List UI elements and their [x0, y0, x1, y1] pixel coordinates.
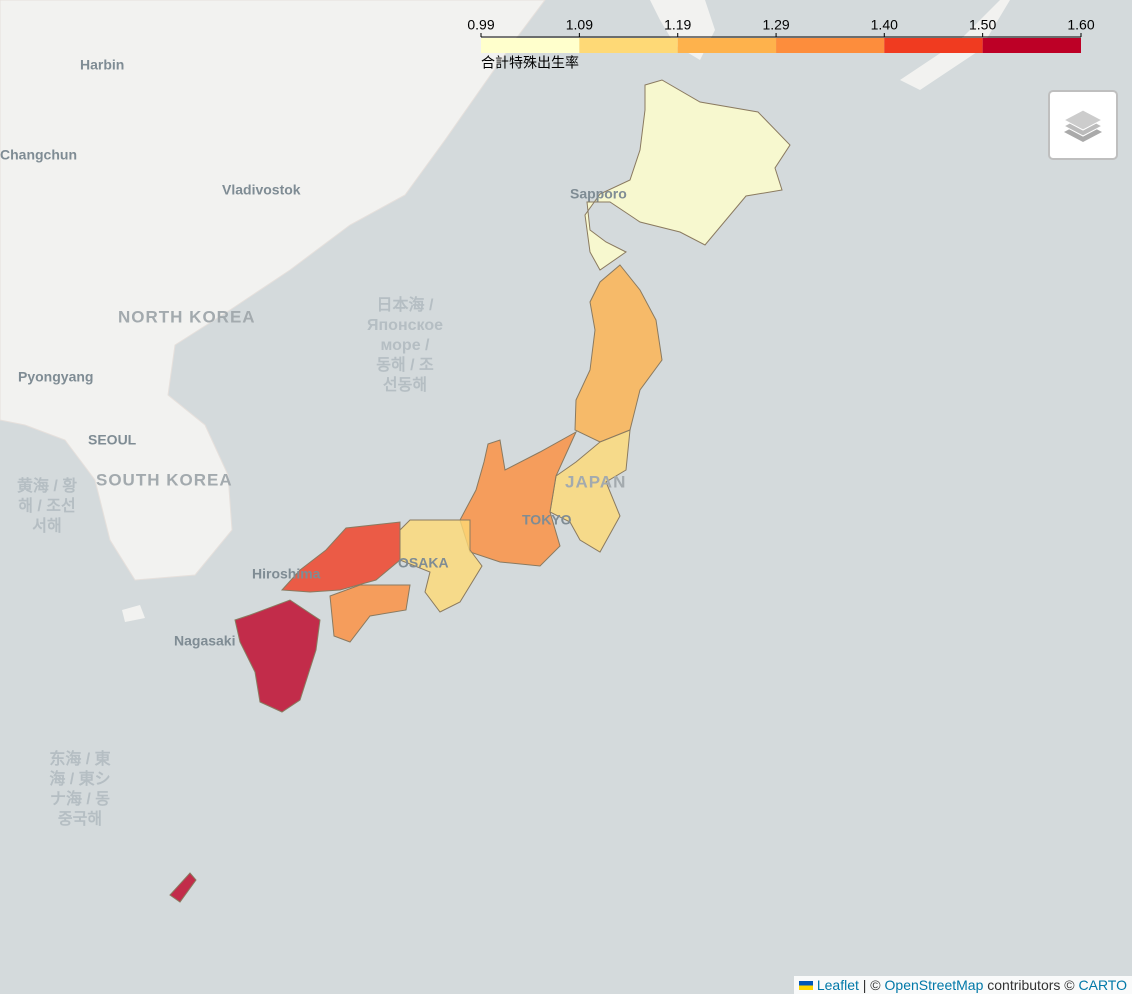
place-label: Changchun	[0, 147, 77, 163]
place-label: SOUTH KOREA	[96, 470, 233, 489]
flag-icon	[798, 981, 813, 990]
prefecture	[169, 872, 197, 903]
prefecture	[549, 429, 631, 553]
prefectures	[169, 79, 791, 903]
prefecture	[234, 599, 321, 713]
legend-tick-label: 1.50	[969, 17, 996, 33]
sea-label: 海 / 東シ	[49, 769, 110, 788]
legend-swatch	[884, 38, 983, 53]
legend-tick-label: 1.09	[566, 17, 593, 33]
place-label: Vladivostok	[222, 182, 301, 198]
place-label: Harbin	[80, 57, 124, 73]
legend-swatch	[677, 38, 777, 53]
place-label: JAPAN	[565, 472, 626, 491]
attribution-text: | ©	[862, 977, 881, 993]
layers-control[interactable]	[1048, 90, 1118, 160]
sea-label: 중국해	[58, 810, 102, 828]
labels: Harbin Changchun Vladivostok Sapporo NORTH K…	[0, 57, 627, 829]
place-label: Pyongyang	[18, 369, 93, 385]
sea-label: ナ海 / 동	[50, 789, 110, 808]
legend-swatch	[579, 38, 678, 53]
place-label: OSAKA	[398, 555, 449, 571]
sea-label: Японское	[367, 317, 443, 334]
legend-tick-label: 1.29	[762, 17, 789, 33]
legend-swatch	[776, 38, 885, 53]
leaflet-link[interactable]: Leaflet	[816, 977, 859, 993]
osm-link[interactable]: OpenStreetMap	[884, 977, 984, 993]
attribution-text: contributors ©	[987, 977, 1075, 993]
place-label: TOKYO	[522, 512, 572, 528]
legend-tick-label: 1.40	[871, 17, 898, 33]
carto-link[interactable]: CARTO	[1078, 977, 1128, 993]
legend-tick-label: 1.19	[664, 17, 691, 33]
layers-icon	[1062, 109, 1104, 142]
sea-label: 日本海 /	[377, 295, 434, 314]
legend-tick-label: 1.60	[1067, 17, 1094, 33]
prefecture	[574, 264, 663, 443]
attribution: Leaflet | © OpenStreetMap contributors ©…	[793, 976, 1132, 994]
legend-swatch	[982, 38, 1081, 53]
sea-label: 서해	[32, 517, 61, 535]
sea-label: 동해 / 조	[376, 356, 434, 374]
place-label: Sapporo	[570, 186, 627, 202]
sea-label: 해 / 조선	[18, 497, 76, 515]
place-label: Hiroshima	[252, 566, 321, 582]
prefecture	[329, 584, 411, 643]
place-label: Nagasaki	[174, 633, 235, 649]
sea-label: 선동해	[383, 376, 427, 394]
prefecture	[280, 521, 401, 593]
land	[0, 0, 546, 581]
prefecture	[459, 430, 578, 567]
sea-label: море /	[381, 337, 431, 354]
legend-swatch	[481, 38, 580, 53]
legend-caption: 合計特殊出生率	[481, 55, 579, 71]
sea-label: 东海 / 東	[49, 749, 110, 768]
land	[122, 605, 145, 622]
place-label: SEOUL	[88, 432, 137, 448]
legend: 0.99 1.09 1.19 1.29 1.40 1.50 1.60 合計特殊出生率	[467, 17, 1094, 71]
legend-tick-label: 0.99	[467, 17, 494, 33]
sea-label: 黄海 / 황	[17, 476, 77, 495]
prefecture	[584, 79, 791, 271]
place-label: NORTH KOREA	[118, 307, 256, 326]
